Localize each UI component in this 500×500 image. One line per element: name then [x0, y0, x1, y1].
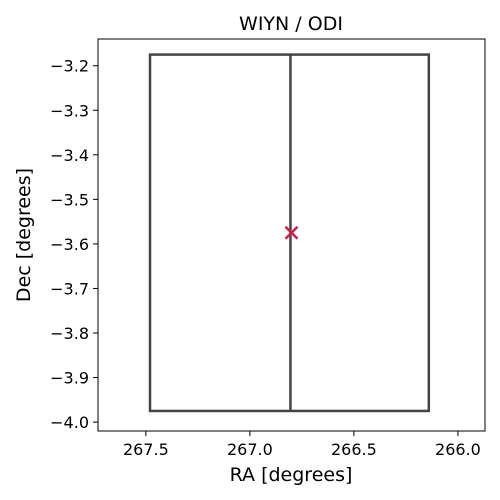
x-axis: 267.5 267.0 266.5 266.0 [123, 431, 481, 459]
y-tick-label: −3.2 [50, 57, 89, 76]
y-tick-label: −3.4 [50, 146, 89, 165]
center-marker [284, 225, 299, 240]
y-tick-label: −3.3 [50, 101, 89, 120]
y-tick-label: −3.8 [50, 324, 89, 343]
center-marker-stroke-b [284, 225, 299, 240]
chart-title: WIYN / ODI [239, 13, 343, 35]
axes-frame [97, 38, 486, 432]
x-axis-label: RA [degrees] [230, 464, 353, 486]
y-axis: −3.2 −3.3 −3.4 −3.5 −3.6 −3.7 −3.8 −3.9 −4.0 [50, 57, 98, 432]
y-axis-label: Dec [degrees] [13, 168, 35, 302]
y-tick-label: −3.6 [50, 235, 89, 254]
x-tick-label: 266.0 [435, 440, 481, 459]
x-tick-label: 267.5 [123, 440, 169, 459]
y-tick-label: −3.7 [50, 279, 89, 298]
y-tick-label: −3.9 [50, 369, 89, 388]
x-tick-label: 267.0 [227, 440, 273, 459]
x-tick-label: 266.5 [331, 440, 377, 459]
y-tick-label: −4.0 [50, 413, 89, 432]
plot-area [97, 38, 486, 432]
y-tick-label: −3.5 [50, 190, 89, 209]
